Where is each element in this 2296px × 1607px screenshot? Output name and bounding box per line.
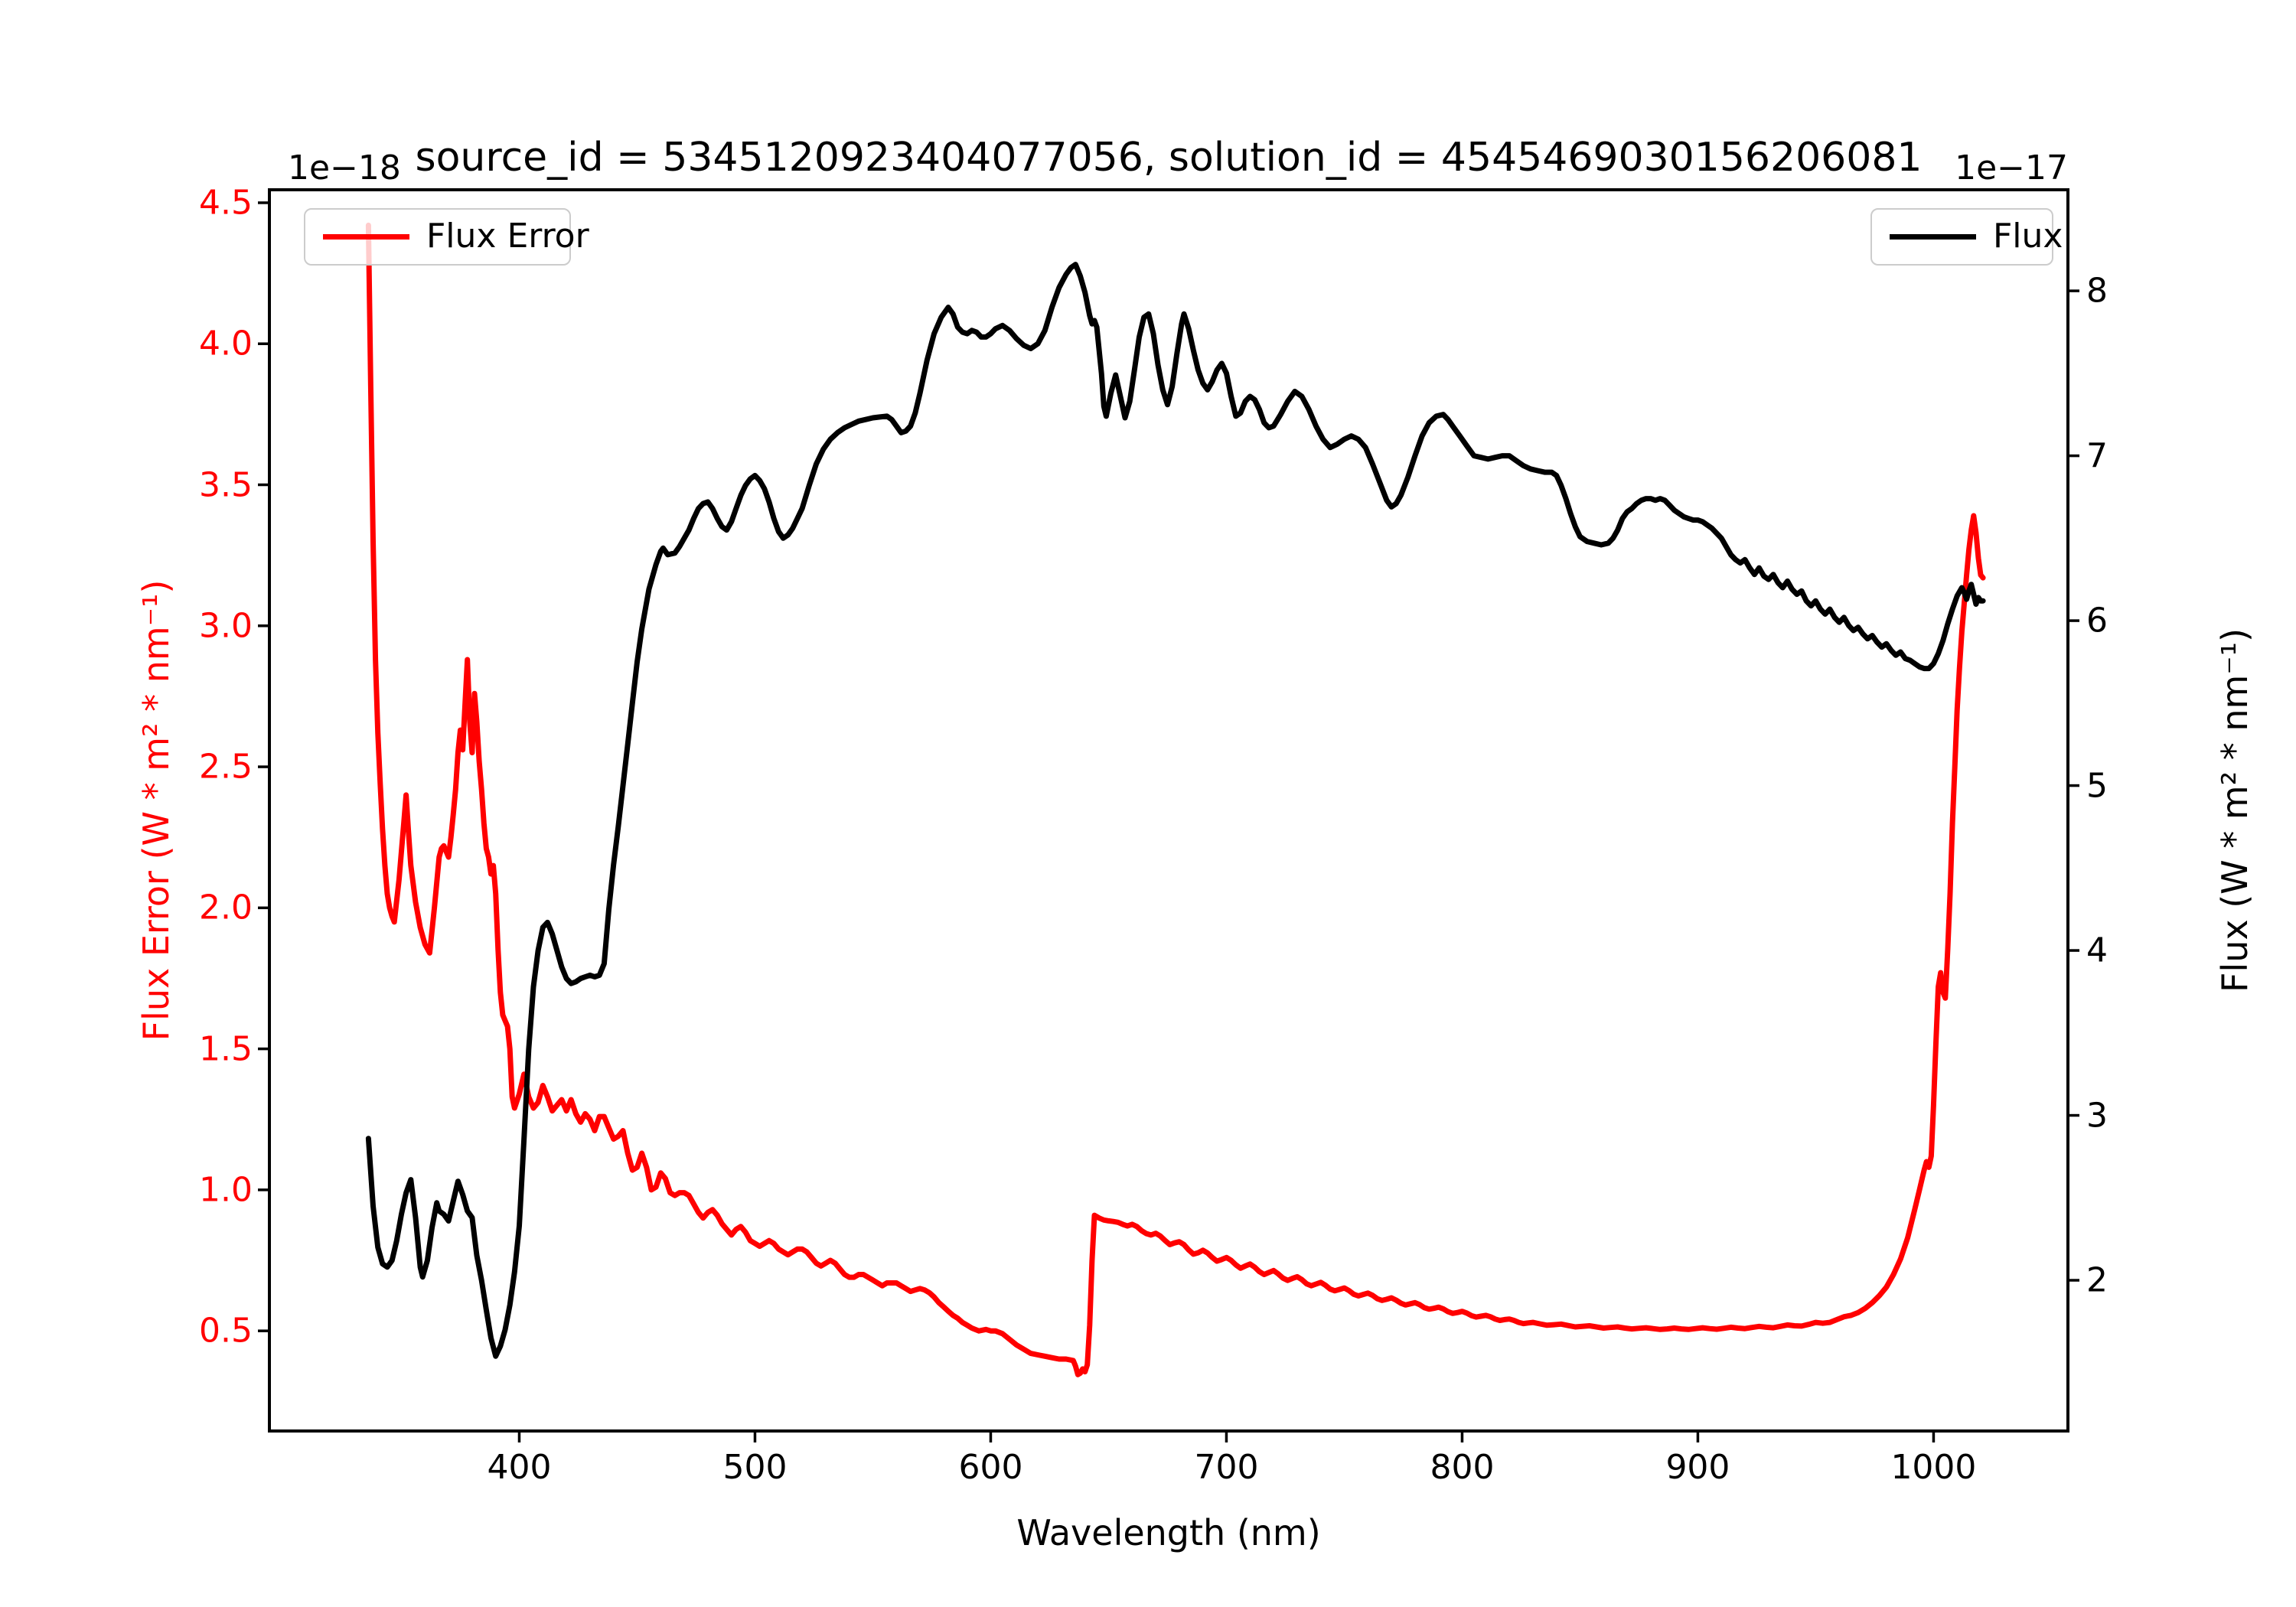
plot-frame — [268, 188, 2069, 1433]
left-y-tick-label: 4.0 — [199, 324, 253, 363]
x-tick-label: 400 — [487, 1448, 552, 1487]
flux-legend-label: Flux — [1993, 217, 2063, 256]
right-y-axis-label: Flux (W * m² * nm⁻¹) — [2214, 627, 2255, 993]
right-y-tick-label: 6 — [2086, 601, 2108, 641]
flux-error-legend-line-icon — [323, 234, 409, 240]
flux-legend-line-icon — [1890, 234, 1976, 240]
left-y-tick-label: 3.5 — [199, 465, 253, 504]
flux-error-line — [365, 222, 1986, 1377]
x-tick-label: 800 — [1430, 1448, 1495, 1487]
legend-flux-error: Flux Error — [304, 208, 589, 266]
left-axis-offset-label: 1e−18 — [288, 148, 401, 187]
left-y-axis-label: Flux Error (W * m² * nm⁻¹) — [135, 579, 177, 1041]
left-y-tick-label: 2.5 — [199, 747, 253, 787]
right-axis-offset-label: 1e−17 — [1955, 148, 2068, 187]
left-y-tick-label: 1.0 — [199, 1170, 253, 1210]
x-tick-label: 600 — [958, 1448, 1023, 1487]
chart-title: source_id = 5345120923404077056, solutio… — [415, 135, 1923, 181]
right-y-tick-label: 4 — [2086, 931, 2108, 970]
left-y-tick-label: 4.5 — [199, 183, 253, 223]
flux-line — [365, 262, 1986, 1359]
left-y-tick-label: 0.5 — [199, 1311, 253, 1351]
right-y-tick-label: 2 — [2086, 1260, 2108, 1300]
x-axis-label: Wavelength (nm) — [1016, 1512, 1321, 1553]
legend-flux: Flux — [1870, 208, 2063, 266]
flux-error-legend-label: Flux Error — [426, 217, 589, 256]
left-y-tick-label: 1.5 — [199, 1029, 253, 1069]
x-tick-label: 500 — [722, 1448, 788, 1487]
right-y-tick-label: 8 — [2086, 271, 2108, 311]
x-tick-label: 1000 — [1890, 1448, 1977, 1487]
x-tick-label: 900 — [1665, 1448, 1730, 1487]
left-y-tick-label: 3.0 — [199, 606, 253, 646]
left-y-tick-label: 2.0 — [199, 888, 253, 927]
right-y-tick-label: 3 — [2086, 1096, 2108, 1136]
right-y-tick-label: 7 — [2086, 436, 2108, 476]
x-tick-label: 700 — [1194, 1448, 1259, 1487]
right-y-tick-label: 5 — [2086, 766, 2108, 806]
